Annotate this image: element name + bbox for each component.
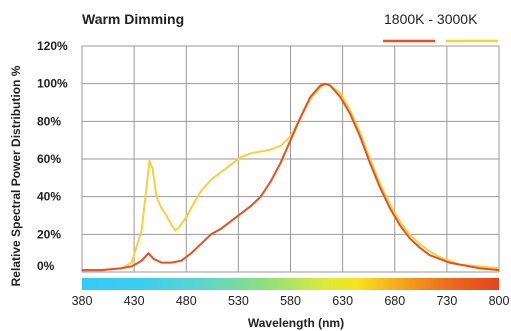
series-line-1 bbox=[82, 82, 500, 272]
x-tick-label: 530 bbox=[228, 294, 249, 308]
y-tick-label: 60% bbox=[37, 152, 61, 166]
grid bbox=[82, 46, 499, 272]
y-tick-label: 120% bbox=[37, 39, 68, 53]
series-layer bbox=[82, 82, 500, 272]
y-tick-label: 40% bbox=[37, 190, 61, 204]
x-tick-labels: 380 430 480 530 580 630 680 730 800 bbox=[72, 294, 510, 308]
x-tick-label: 680 bbox=[384, 294, 405, 308]
legend-label: 1800K - 3000K bbox=[384, 11, 478, 27]
x-tick-label: 800 bbox=[489, 294, 510, 308]
x-tick-label: 380 bbox=[72, 294, 93, 308]
plot-frame bbox=[81, 45, 500, 273]
x-axis-label: Wavelength (nm) bbox=[248, 316, 344, 330]
y-tick-label: 0% bbox=[37, 259, 55, 273]
x-tick-label: 480 bbox=[176, 294, 197, 308]
x-tick-label: 580 bbox=[280, 294, 301, 308]
chart-title: Warm Dimming bbox=[82, 11, 184, 27]
series-line-0 bbox=[82, 82, 500, 272]
x-tick-label: 730 bbox=[436, 294, 457, 308]
y-tick-labels: 0% 20% 40% 60% 80% 100% 120% bbox=[37, 39, 68, 273]
y-tick-label: 100% bbox=[37, 77, 68, 91]
x-tick-label: 430 bbox=[124, 294, 145, 308]
y-tick-label: 80% bbox=[37, 114, 61, 128]
spectrum-color-bar bbox=[82, 278, 499, 290]
y-tick-label: 20% bbox=[37, 227, 61, 241]
x-tick-label: 630 bbox=[332, 294, 353, 308]
y-axis-label: Relative Spectral Power Distribution % bbox=[9, 65, 23, 286]
